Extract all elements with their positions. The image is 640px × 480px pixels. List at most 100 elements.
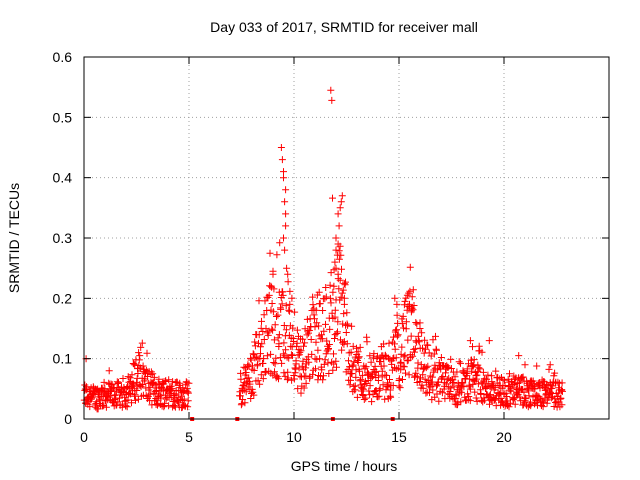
data-point bbox=[372, 367, 380, 375]
data-point bbox=[547, 388, 555, 396]
data-points bbox=[80, 86, 566, 421]
data-point bbox=[184, 388, 192, 396]
data-point bbox=[300, 342, 307, 350]
data-point bbox=[509, 396, 517, 404]
data-point bbox=[447, 384, 455, 392]
data-point bbox=[421, 336, 429, 344]
data-point bbox=[149, 370, 157, 378]
data-point bbox=[349, 342, 357, 350]
data-point bbox=[418, 329, 426, 337]
data-point bbox=[375, 392, 383, 400]
data-point bbox=[161, 378, 169, 385]
data-point bbox=[175, 399, 182, 407]
data-point bbox=[271, 321, 279, 329]
data-point bbox=[257, 371, 265, 379]
y-tick-label: 0.2 bbox=[53, 290, 73, 306]
data-point bbox=[257, 343, 264, 351]
data-point bbox=[368, 398, 376, 406]
data-point bbox=[554, 378, 562, 386]
data-point bbox=[539, 403, 547, 411]
data-point bbox=[466, 397, 474, 405]
data-point bbox=[340, 294, 348, 302]
data-point bbox=[264, 331, 272, 339]
data-point bbox=[502, 389, 510, 397]
data-point bbox=[337, 251, 345, 259]
data-point bbox=[381, 351, 389, 359]
data-point bbox=[275, 331, 283, 339]
x-tick-label: 15 bbox=[391, 429, 407, 445]
data-point bbox=[123, 403, 131, 411]
data-point bbox=[312, 365, 319, 373]
data-point bbox=[557, 394, 565, 402]
data-point bbox=[470, 356, 478, 364]
data-point bbox=[380, 340, 388, 348]
data-point bbox=[331, 306, 339, 314]
data-point bbox=[320, 360, 328, 368]
data-point bbox=[302, 372, 310, 380]
data-point bbox=[394, 331, 402, 339]
data-point bbox=[428, 380, 436, 388]
data-point bbox=[324, 359, 332, 367]
data-point bbox=[455, 358, 463, 366]
data-point bbox=[444, 363, 452, 371]
data-point bbox=[396, 384, 404, 392]
data-point bbox=[329, 288, 337, 296]
data-point bbox=[334, 240, 342, 248]
data-point bbox=[261, 369, 269, 377]
data-point bbox=[322, 320, 329, 328]
data-point bbox=[362, 394, 370, 402]
data-point bbox=[405, 371, 413, 379]
data-point bbox=[322, 350, 330, 358]
data-point bbox=[280, 234, 287, 242]
data-point bbox=[81, 381, 89, 389]
data-point bbox=[558, 401, 566, 409]
data-point bbox=[460, 383, 468, 391]
x-tick-label: 0 bbox=[80, 429, 88, 445]
data-point bbox=[429, 386, 437, 394]
data-point bbox=[282, 346, 290, 354]
data-point bbox=[248, 385, 256, 393]
data-point bbox=[327, 299, 335, 307]
data-point bbox=[314, 346, 322, 354]
data-point bbox=[266, 249, 274, 257]
data-point bbox=[177, 392, 185, 400]
data-point bbox=[255, 331, 263, 339]
data-point bbox=[354, 348, 362, 356]
data-point bbox=[289, 324, 297, 332]
data-point bbox=[413, 320, 421, 328]
data-point bbox=[472, 394, 480, 402]
data-point bbox=[395, 375, 403, 383]
data-point bbox=[102, 397, 110, 405]
data-point bbox=[333, 330, 341, 337]
data-point bbox=[146, 390, 154, 398]
data-point bbox=[510, 394, 518, 402]
data-point bbox=[338, 192, 346, 200]
data-point bbox=[334, 270, 342, 278]
data-point bbox=[155, 390, 163, 398]
data-point bbox=[329, 194, 336, 202]
data-point bbox=[287, 351, 295, 359]
data-point bbox=[419, 371, 427, 379]
data-point bbox=[469, 343, 476, 351]
data-point bbox=[478, 379, 486, 387]
data-point bbox=[408, 306, 416, 314]
data-point bbox=[128, 399, 135, 407]
data-point bbox=[393, 311, 401, 319]
data-point bbox=[481, 396, 488, 404]
data-point bbox=[365, 387, 373, 395]
data-point bbox=[391, 345, 399, 353]
data-point bbox=[185, 379, 193, 387]
data-point bbox=[244, 361, 252, 369]
data-point bbox=[328, 309, 336, 317]
data-point bbox=[282, 222, 290, 230]
data-point bbox=[273, 251, 281, 259]
data-point bbox=[134, 370, 142, 377]
data-point bbox=[361, 364, 369, 372]
data-point bbox=[476, 365, 484, 373]
data-point bbox=[521, 361, 529, 369]
data-point bbox=[348, 322, 356, 330]
data-point bbox=[386, 386, 394, 394]
data-point bbox=[325, 345, 332, 352]
data-point bbox=[102, 403, 110, 411]
data-point bbox=[300, 384, 308, 392]
